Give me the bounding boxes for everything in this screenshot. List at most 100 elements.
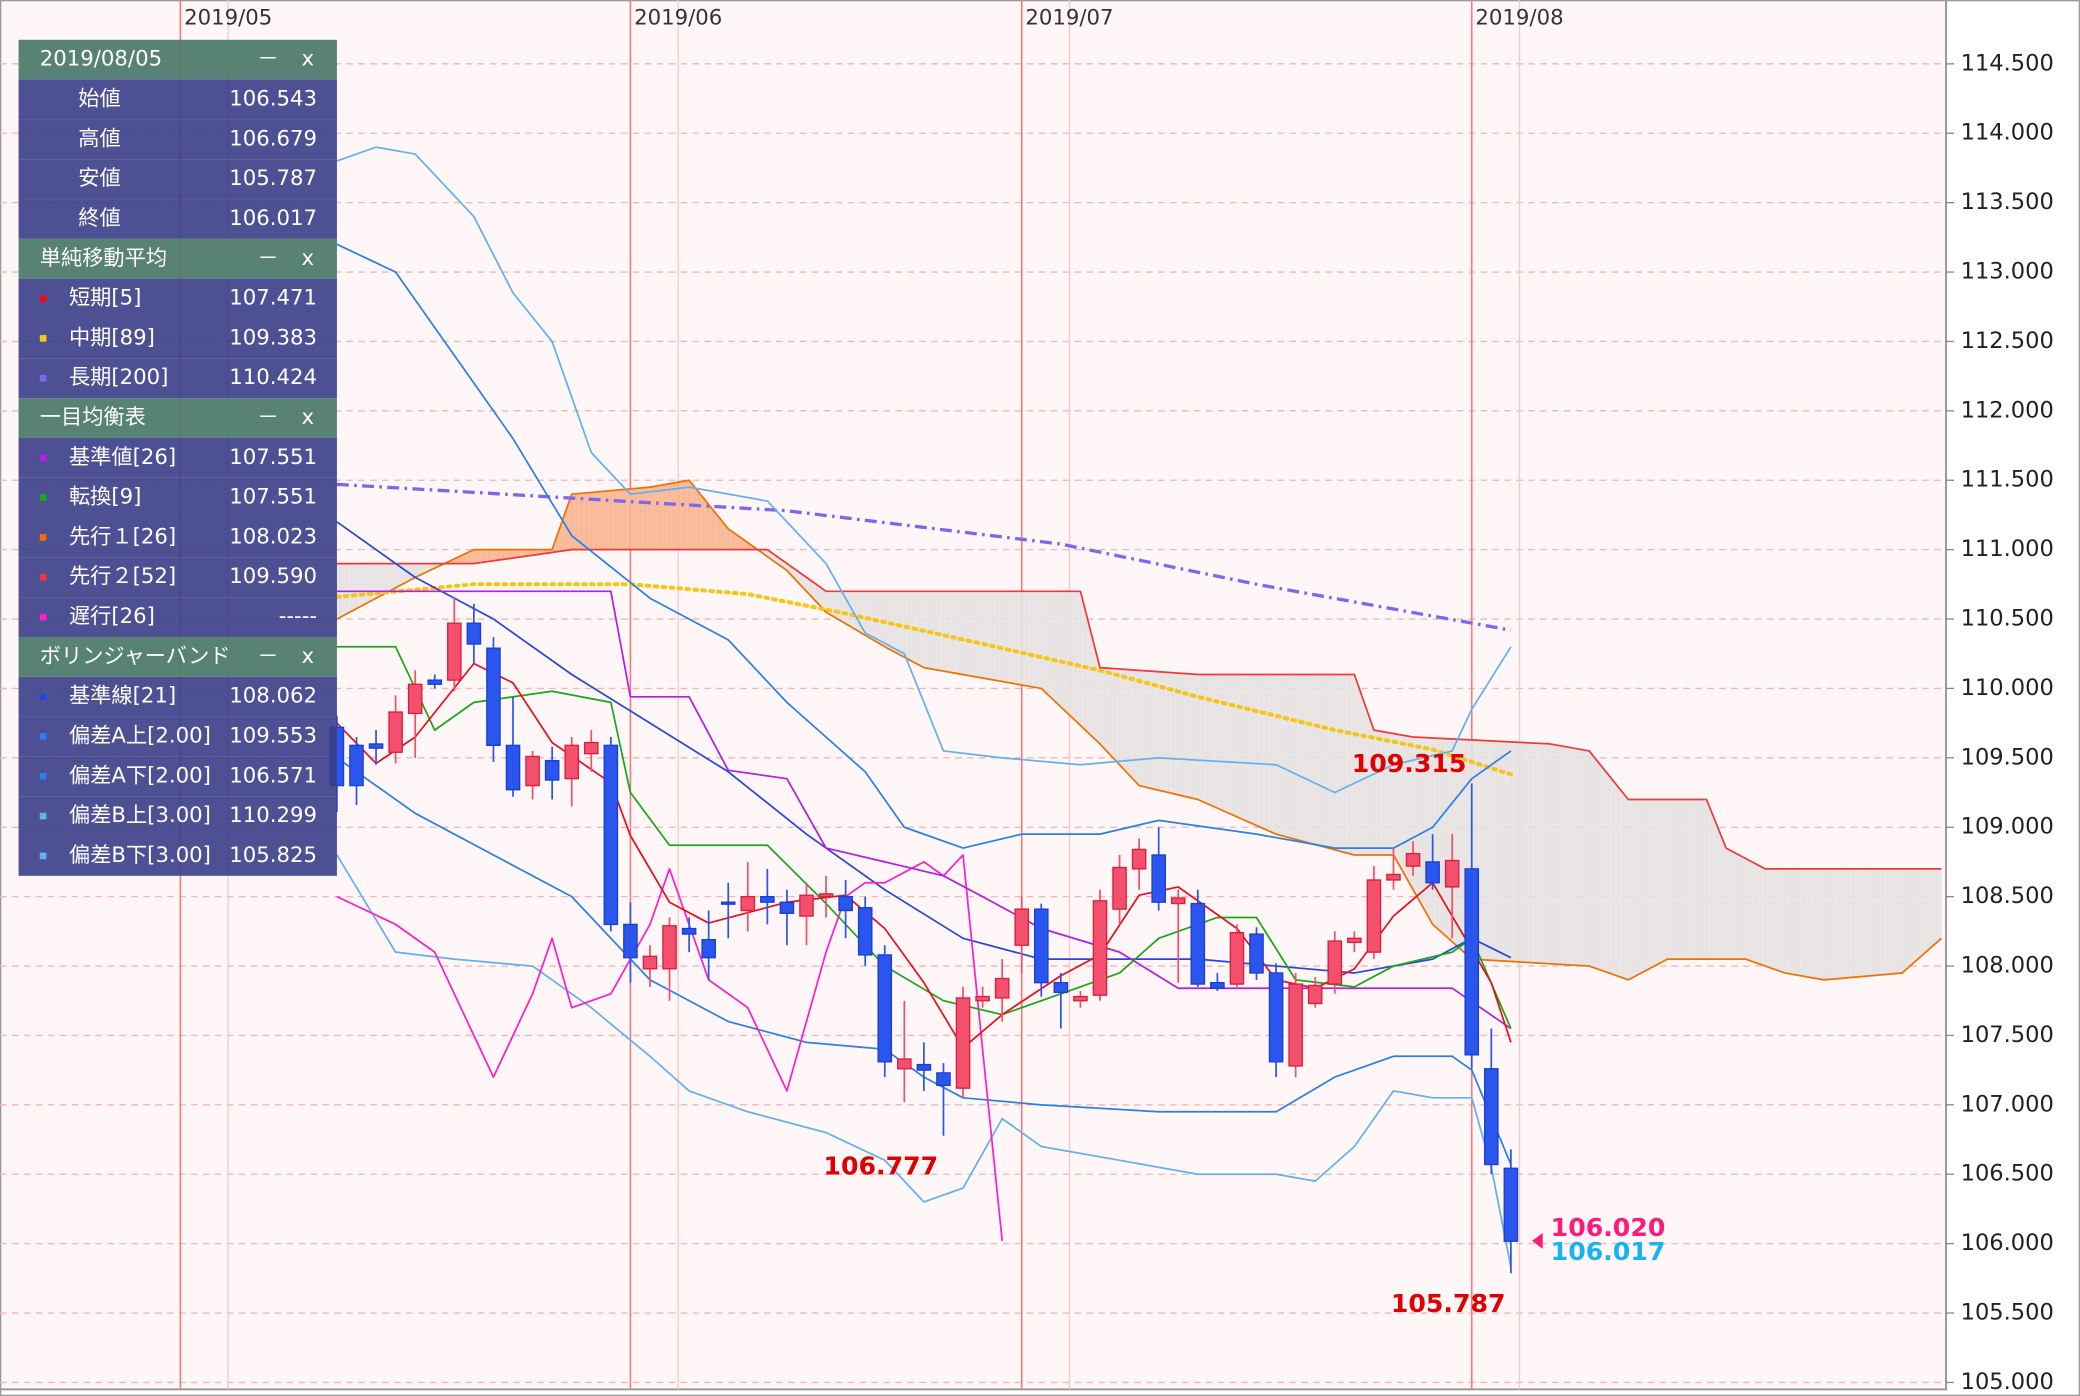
cloud-fill <box>1769 868 1776 971</box>
cloud-fill <box>1530 742 1536 964</box>
candle-body <box>1033 908 1049 984</box>
cloud-fill <box>1515 741 1522 963</box>
panel-label: 始値 <box>78 87 120 112</box>
cloud-fill <box>493 549 499 562</box>
x-tick-label: 2019/06 <box>634 6 722 31</box>
y-tick-label: 108.500 <box>1961 883 2054 909</box>
cloud-fill <box>341 563 348 618</box>
y-tick-label: 113.500 <box>1961 189 2054 215</box>
panel-value: 110.299 <box>229 803 317 828</box>
cloud-fill <box>351 563 357 612</box>
cloud-fill <box>1676 799 1683 960</box>
y-tick-label: 112.000 <box>1961 397 2054 423</box>
cloud-fill <box>991 590 998 682</box>
panel-value: 106.679 <box>229 126 317 151</box>
cloud-fill <box>1021 590 1028 687</box>
cloud-fill <box>1867 868 1874 977</box>
y-tick-label: 106.000 <box>1961 1230 2054 1256</box>
cloud-fill <box>1779 868 1786 974</box>
cloud-fill <box>1539 743 1546 964</box>
panel-value: 107.551 <box>229 485 317 510</box>
cloud-fill <box>1803 868 1810 978</box>
cloud-fill <box>830 590 837 619</box>
cloud-fill <box>1764 868 1771 969</box>
y-tick-label: 107.000 <box>1961 1091 2054 1117</box>
candle-body <box>1073 995 1088 1002</box>
cloud-fill <box>864 590 871 639</box>
cloud-fill <box>1574 747 1580 966</box>
panel-label: 遅行[26] <box>69 604 155 629</box>
indicator-line <box>336 645 1512 1029</box>
cloud-fill <box>1608 774 1614 976</box>
panel-label: 安値 <box>78 166 120 191</box>
candle-body <box>388 711 403 753</box>
y-tick-label: 109.000 <box>1961 814 2054 840</box>
candle-body <box>486 647 501 747</box>
cloud-fill <box>1256 674 1262 829</box>
cloud-fill <box>1295 674 1301 842</box>
cloud-fill <box>1534 742 1541 964</box>
cloud-fill <box>1603 767 1610 974</box>
cloud-fill <box>365 563 372 605</box>
cloud-fill <box>346 563 352 615</box>
cloud-fill <box>1750 860 1756 964</box>
panel-minimize[interactable]: － <box>257 405 278 430</box>
panel-value: 107.471 <box>229 286 317 311</box>
cloud-fill <box>1662 799 1668 963</box>
panel-row <box>18 756 337 797</box>
price-pointer <box>1532 1232 1543 1249</box>
cloud-fill <box>1828 868 1835 980</box>
candle-body <box>642 955 658 970</box>
cloud-fill <box>835 590 842 622</box>
cloud-fill <box>1192 673 1199 800</box>
cloud-fill <box>987 590 993 681</box>
span-a-line <box>336 479 1942 981</box>
candle-body <box>720 901 736 905</box>
candle-body <box>1347 937 1362 944</box>
cloud-fill <box>1339 674 1345 853</box>
panel-close[interactable]: x <box>301 47 314 72</box>
cloud-fill <box>1525 742 1531 963</box>
y-tick-label: 107.500 <box>1961 1022 2054 1048</box>
cloud-fill <box>585 491 592 551</box>
candle-body <box>1425 861 1440 884</box>
cloud-fill <box>943 590 949 673</box>
panel-row <box>18 278 337 319</box>
cloud-fill <box>1187 673 1194 799</box>
candle-body <box>407 683 423 715</box>
cloud-fill <box>1725 847 1732 960</box>
panel-row <box>18 79 337 120</box>
cloud-fill <box>390 563 397 592</box>
panel-minimize[interactable]: － <box>257 246 278 271</box>
cloud-fill <box>1060 590 1067 713</box>
cloud-fill <box>693 485 700 551</box>
cloud-fill <box>644 486 651 551</box>
cloud-fill <box>1216 674 1223 811</box>
panel-close[interactable]: x <box>301 405 314 430</box>
candle-body <box>505 744 521 791</box>
cloud-fill <box>1001 590 1008 683</box>
cloud-fill <box>360 563 367 607</box>
candle-body <box>740 895 756 912</box>
panel-minimize[interactable]: － <box>257 644 278 669</box>
cloud-fill <box>1916 868 1923 961</box>
cloud-fill <box>1011 590 1018 685</box>
candle-body <box>544 759 560 781</box>
cloud-fill <box>669 482 675 551</box>
candle-body <box>857 907 873 956</box>
panel-row <box>18 199 337 239</box>
candle-body <box>1268 972 1284 1063</box>
x-tick-label: 2019/08 <box>1475 6 1563 31</box>
indicator-line <box>336 482 1512 632</box>
panel-minimize[interactable]: － <box>257 47 278 72</box>
cloud-fill <box>1657 799 1663 965</box>
panel-value: 106.017 <box>229 206 317 231</box>
cloud-fill <box>1696 799 1703 960</box>
cloud-fill <box>1251 674 1257 827</box>
panel-close[interactable]: x <box>301 246 314 271</box>
panel-close[interactable]: x <box>301 644 314 669</box>
cloud-fill <box>1583 749 1590 967</box>
legend-swatch <box>39 733 47 740</box>
cloud-fill <box>698 491 705 551</box>
y-tick-label: 114.000 <box>1961 120 2054 146</box>
